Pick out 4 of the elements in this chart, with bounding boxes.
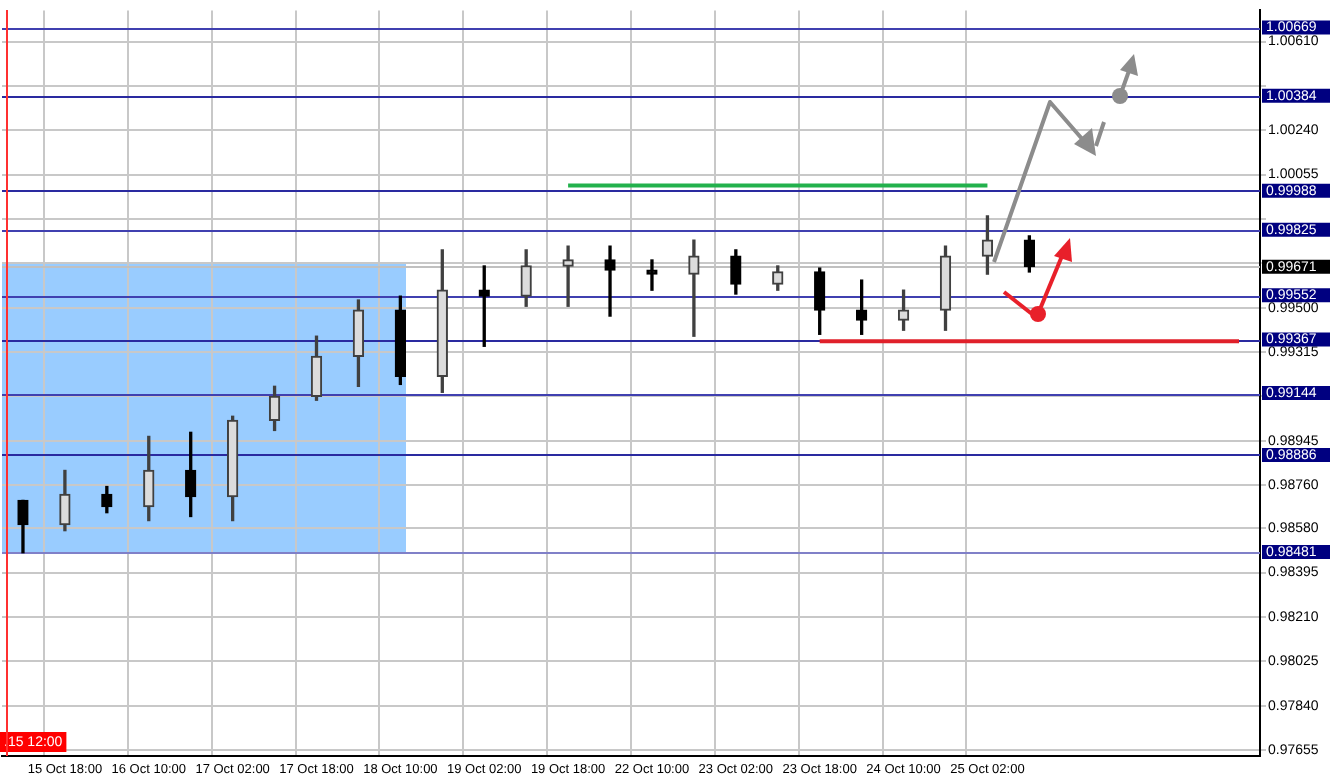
candlestick	[562, 245, 574, 307]
candlestick	[604, 245, 616, 317]
candlestick	[646, 259, 658, 291]
candlestick	[688, 239, 700, 337]
